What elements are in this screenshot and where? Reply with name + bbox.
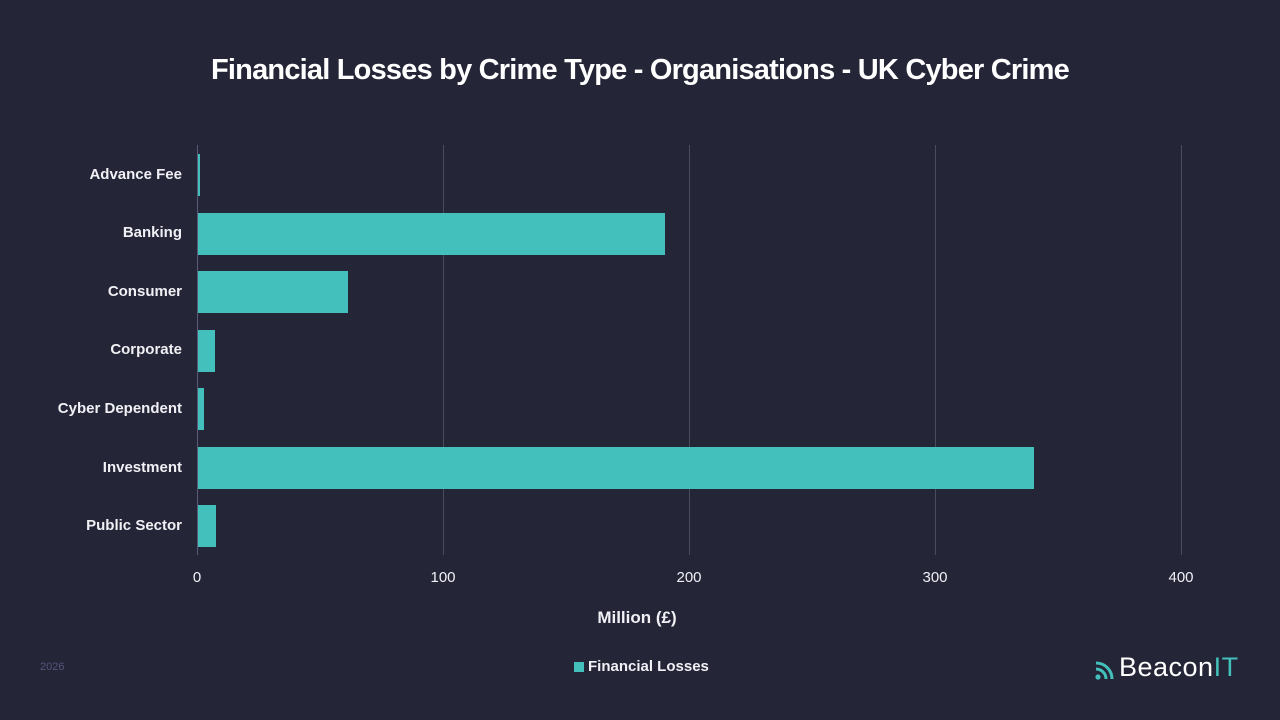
- gridline-0: [197, 145, 198, 555]
- legend-label: Financial Losses: [588, 658, 709, 675]
- gridline-200: [689, 145, 690, 555]
- legend-item[interactable]: Financial Losses: [574, 658, 709, 675]
- brand-name: Beacon: [1119, 652, 1214, 682]
- gridline-300: [935, 145, 936, 555]
- category-label: Consumer: [107, 283, 182, 300]
- x-tick: 100: [430, 569, 456, 586]
- x-tick: 400: [1168, 569, 1194, 586]
- legend-swatch: [574, 661, 584, 672]
- x-axis-label: Million (£): [597, 608, 677, 627]
- x-tick: 200: [676, 569, 702, 586]
- bar[interactable]: [198, 505, 216, 547]
- category-label: Investment: [102, 459, 182, 476]
- brand-accent: IT: [1213, 652, 1239, 682]
- chart-title: Financial Losses by Crime Type - Organis…: [211, 54, 1070, 86]
- gridline-100: [443, 145, 444, 555]
- x-tick: 300: [922, 569, 948, 586]
- bar[interactable]: [198, 271, 349, 313]
- year-label: 2026: [40, 661, 65, 673]
- bar[interactable]: [198, 330, 216, 372]
- category-label: Banking: [122, 224, 182, 241]
- category-label: Public Sector: [86, 517, 182, 534]
- gridline-400: [1181, 145, 1182, 555]
- category-label: Advance Fee: [89, 166, 182, 183]
- bar[interactable]: [198, 388, 204, 430]
- bar[interactable]: [198, 213, 666, 255]
- plot-area: [197, 145, 1182, 555]
- brand-logo: Beacon IT: [1094, 652, 1239, 683]
- category-label: Cyber Dependent: [57, 400, 182, 417]
- signal-icon: [1095, 661, 1114, 680]
- bar[interactable]: [198, 154, 201, 196]
- x-tick: 0: [192, 569, 202, 586]
- category-label: Corporate: [110, 341, 182, 358]
- bar[interactable]: [198, 447, 1035, 489]
